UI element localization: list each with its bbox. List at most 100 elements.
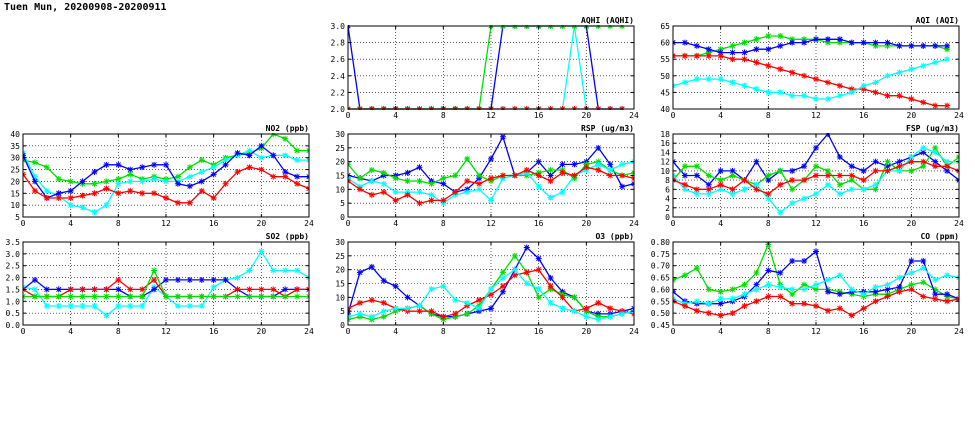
data-point (476, 297, 483, 304)
x-tick-label: 0 (21, 219, 26, 228)
data-point (872, 167, 879, 174)
data-point (535, 158, 542, 165)
data-point (368, 297, 375, 304)
data-point (813, 76, 819, 83)
data-point (607, 305, 614, 312)
data-point (920, 42, 927, 49)
data-point (693, 186, 700, 193)
data-point (174, 173, 181, 180)
x-tick-label: 24 (954, 327, 964, 336)
data-point (932, 286, 939, 293)
data-point (920, 99, 927, 106)
data-point (896, 163, 903, 170)
data-point (356, 299, 363, 306)
data-point (607, 161, 614, 168)
data-point (210, 293, 217, 300)
data-point (595, 161, 602, 168)
x-tick-label: 20 (257, 327, 267, 336)
data-point (848, 312, 855, 319)
data-point (801, 72, 808, 79)
data-point (920, 149, 927, 156)
data-point (452, 310, 459, 317)
data-point (741, 186, 748, 193)
y-tick-label: 0.0 (6, 321, 21, 330)
data-point (440, 197, 447, 204)
data-point (499, 133, 506, 140)
data-point (717, 186, 724, 193)
data-point (198, 293, 205, 300)
data-point (234, 149, 241, 156)
y-tick-label: 50 (660, 72, 670, 81)
data-point (789, 39, 796, 46)
data-point (210, 171, 217, 178)
data-point (547, 194, 554, 201)
x-tick-label: 24 (304, 327, 314, 336)
data-point (595, 316, 602, 323)
data-point (908, 286, 915, 293)
data-point (103, 178, 110, 185)
data-point (499, 269, 506, 276)
data-point (535, 294, 542, 301)
data-point (777, 269, 784, 276)
data-point (222, 180, 229, 187)
data-point (127, 166, 134, 173)
x-tick-label: 8 (766, 111, 771, 120)
x-tick-label: 8 (441, 111, 446, 120)
data-point (222, 157, 229, 164)
y-tick-label: 0.55 (651, 297, 670, 306)
data-point (801, 177, 808, 184)
data-point (836, 36, 843, 43)
y-tick-label: 20 (10, 177, 20, 186)
data-point (428, 191, 435, 198)
y-tick-label: 0.70 (651, 262, 670, 271)
data-point (174, 276, 181, 283)
series-line-2 (673, 55, 948, 107)
y-tick-label: 60 (660, 39, 670, 48)
x-tick-label: 12 (486, 219, 496, 228)
data-point (693, 76, 700, 83)
x-tick-label: 16 (859, 219, 869, 228)
data-point (932, 291, 939, 298)
data-point (908, 269, 915, 276)
data-point (55, 195, 62, 202)
data-point (681, 52, 688, 59)
data-point (488, 305, 494, 312)
data-point (380, 277, 387, 284)
data-point (607, 172, 614, 179)
data-point (43, 164, 50, 171)
data-point (547, 283, 554, 290)
data-point (824, 167, 831, 174)
data-point (103, 312, 110, 319)
x-tick-label: 16 (209, 219, 219, 228)
data-point (151, 276, 158, 283)
data-point (440, 175, 447, 182)
data-point (115, 180, 122, 187)
data-point (741, 291, 748, 298)
x-tick-label: 16 (534, 219, 544, 228)
data-point (428, 308, 435, 315)
data-point (356, 186, 363, 193)
data-point (801, 163, 808, 170)
chart-panel-6: 0 4 8 12 16 20 24 0 5 10 15 20 25 30 O3 (ppb) (335, 232, 639, 336)
data-point (824, 96, 831, 103)
y-tick-label: 3.0 (6, 250, 21, 259)
data-point (392, 189, 399, 196)
data-point (380, 308, 387, 315)
x-tick-label: 4 (718, 219, 723, 228)
data-point (103, 185, 110, 192)
x-tick-label: 20 (582, 327, 592, 336)
data-point (705, 310, 712, 317)
data-point (368, 191, 375, 198)
data-point (282, 267, 289, 274)
data-point (31, 187, 38, 194)
data-point (464, 189, 471, 196)
x-tick-label: 0 (346, 327, 351, 336)
data-point (222, 276, 229, 283)
data-point (836, 154, 843, 161)
data-point (127, 293, 134, 300)
x-tick-label: 4 (393, 327, 398, 336)
data-point (705, 52, 712, 59)
y-tick-label: 10 (10, 201, 20, 210)
data-point (619, 310, 626, 317)
x-tick-label: 20 (907, 219, 917, 228)
